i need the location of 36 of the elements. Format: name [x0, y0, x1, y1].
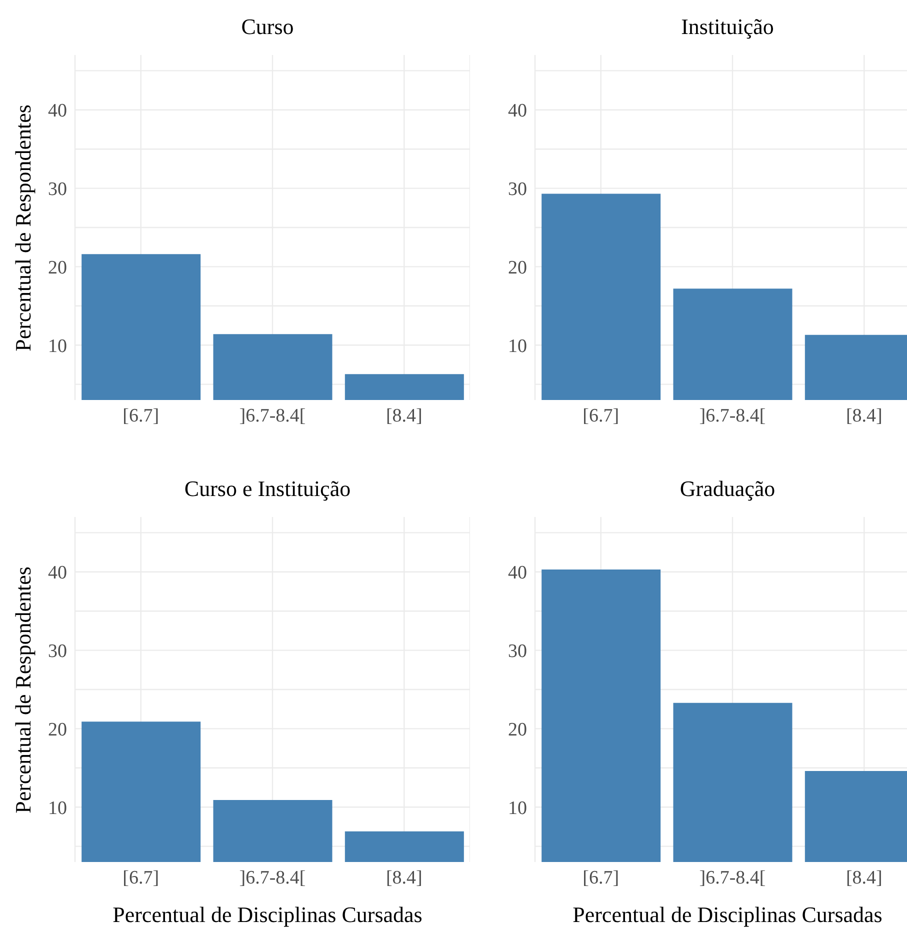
y-tick-label: 20: [508, 719, 527, 740]
chart-title: Instituição: [680, 14, 775, 40]
y-tick-label: 30: [48, 179, 67, 200]
x-tick-label: [8.4]: [846, 405, 882, 426]
y-tick-label: 10: [508, 336, 527, 357]
x-tick-label: ]6.7-8.4[: [699, 867, 766, 888]
y-tick-label: 40: [508, 562, 527, 584]
x-tick-label: [6.7]: [582, 405, 620, 426]
y-tick-label: 10: [48, 798, 67, 819]
y-axis-title: Percentual de Respondentes: [10, 566, 36, 813]
x-tick-label: [6.7]: [122, 867, 160, 888]
y-tick-label: 40: [508, 100, 527, 122]
chart-title: Curso: [240, 14, 295, 40]
y-tick-label: 30: [508, 641, 527, 662]
x-tick-label: ]6.7-8.4[: [699, 405, 766, 426]
y-tick-label: 10: [48, 336, 67, 357]
y-tick-label: 20: [48, 719, 67, 740]
y-tick-label: 40: [48, 562, 67, 584]
chart-title: Graduação: [678, 476, 776, 502]
chart-title: Curso e Instituição: [183, 476, 352, 502]
y-axis-title: Percentual de Respondentes: [10, 104, 36, 351]
x-tick-label: [8.4]: [846, 867, 882, 888]
x-tick-label: [8.4]: [386, 405, 422, 426]
x-tick-label: [8.4]: [386, 867, 422, 888]
x-tick-label: [6.7]: [582, 867, 620, 888]
y-tick-label: 30: [48, 641, 67, 662]
x-axis-title: Percentual de Disciplinas Cursadas: [112, 902, 424, 928]
x-tick-label: ]6.7-8.4[: [239, 867, 306, 888]
y-tick-label: 20: [48, 257, 67, 278]
x-tick-label: ]6.7-8.4[: [239, 405, 306, 426]
y-tick-label: 40: [48, 100, 67, 122]
x-tick-label: [6.7]: [122, 405, 160, 426]
y-tick-label: 10: [508, 798, 527, 819]
x-axis-title: Percentual de Disciplinas Cursadas: [572, 902, 884, 928]
y-tick-label: 20: [508, 257, 527, 278]
y-tick-label: 30: [508, 179, 527, 200]
